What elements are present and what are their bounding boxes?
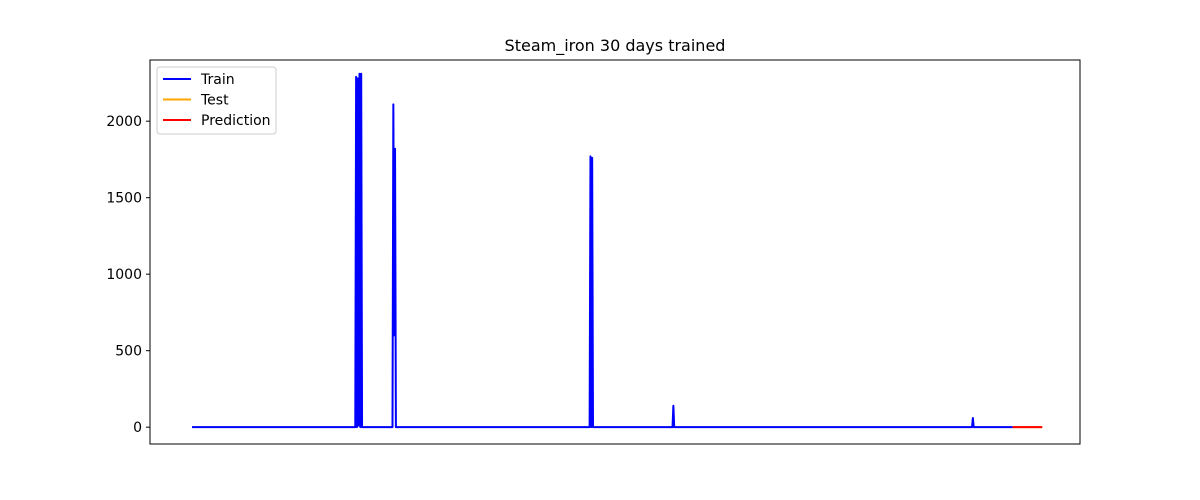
y-tick-label: 1000 xyxy=(106,267,142,283)
y-tick-label: 0 xyxy=(133,420,142,436)
y-tick-label: 2000 xyxy=(106,114,142,130)
legend-label-prediction: Prediction xyxy=(201,113,271,129)
legend-box xyxy=(156,66,277,135)
series-line-train xyxy=(192,72,1013,429)
y-tick-label: 1500 xyxy=(106,191,142,207)
legend-label-train: Train xyxy=(200,72,235,88)
plot-frame xyxy=(149,59,1081,445)
y-tick-label: 500 xyxy=(115,344,142,360)
legend: Train Test Prediction xyxy=(156,66,277,135)
legend-label-test: Test xyxy=(200,93,229,109)
series-layer xyxy=(192,72,1043,429)
y-axis: 0 500 1000 1500 2000 xyxy=(106,114,150,436)
chart-title: Steam_iron 30 days trained xyxy=(505,36,726,56)
